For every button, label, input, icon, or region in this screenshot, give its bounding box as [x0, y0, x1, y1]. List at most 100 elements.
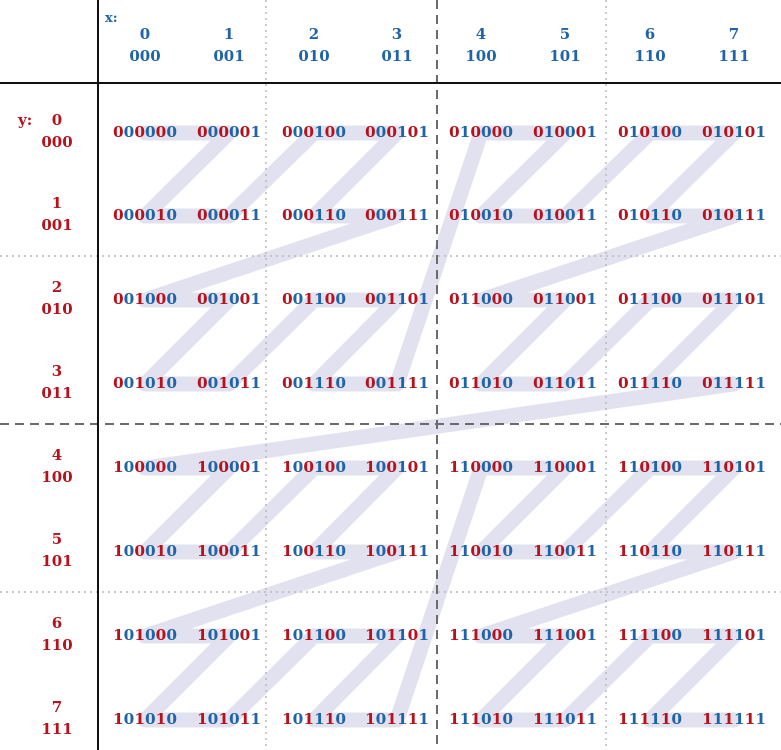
curve-segment — [137, 544, 405, 644]
column-label-decimal: 3 — [392, 25, 402, 43]
y-bit: 0 — [386, 542, 397, 560]
column-label-binary: 111 — [718, 47, 749, 65]
y-bit: 1 — [470, 374, 481, 392]
x-bit: 0 — [335, 458, 346, 476]
y-bit: 1 — [408, 542, 419, 560]
x-bit: 1 — [314, 206, 325, 224]
y-bit: 0 — [156, 458, 167, 476]
x-bit: 0 — [145, 374, 156, 392]
column-label-decimal: 7 — [729, 25, 739, 43]
x-bit: 0 — [502, 626, 513, 644]
y-bit: 1 — [325, 206, 336, 224]
x-bit: 1 — [650, 542, 661, 560]
y-bit: 0 — [449, 374, 460, 392]
morton-code-cell: 101000 — [113, 626, 177, 644]
x-bit: 0 — [502, 206, 513, 224]
x-bit: 0 — [124, 374, 135, 392]
y-bit: 0 — [639, 123, 650, 141]
y-bit: 0 — [576, 626, 587, 644]
morton-code-cell: 000100 — [282, 123, 346, 141]
z-order-curve — [137, 125, 742, 728]
morton-code-cell: 101011 — [197, 710, 261, 728]
x-bit: 0 — [208, 123, 219, 141]
y-bit: 1 — [702, 458, 713, 476]
y-bit: 1 — [470, 626, 481, 644]
x-bit: 0 — [502, 710, 513, 728]
y-bit: 0 — [745, 626, 756, 644]
y-bit: 1 — [745, 206, 756, 224]
cell-grid: 000000 000001 000100 000101 010000 010001 0101… — [113, 123, 766, 728]
x-bit: 0 — [166, 290, 177, 308]
y-bit: 0 — [113, 123, 124, 141]
x-bit: 1 — [418, 626, 429, 644]
x-bit: 1 — [650, 458, 661, 476]
x-bit: 1 — [397, 542, 408, 560]
x-bit: 1 — [629, 710, 640, 728]
y-bit: 0 — [197, 206, 208, 224]
y-bit: 1 — [282, 626, 293, 644]
morton-code-cell: 100101 — [365, 458, 429, 476]
y-bit: 1 — [218, 290, 229, 308]
y-bit: 1 — [240, 710, 251, 728]
y-bit: 1 — [661, 710, 672, 728]
morton-code-cell: 101010 — [113, 710, 177, 728]
column-label-binary: 001 — [213, 47, 244, 65]
x-bit: 1 — [755, 374, 766, 392]
x-bit: 0 — [229, 290, 240, 308]
x-bit: 0 — [335, 542, 346, 560]
y-bit: 0 — [365, 290, 376, 308]
x-bit: 0 — [124, 542, 135, 560]
x-bit: 0 — [229, 374, 240, 392]
y-bit: 0 — [745, 123, 756, 141]
y-bit: 0 — [113, 374, 124, 392]
y-bit: 1 — [156, 710, 167, 728]
y-bit: 0 — [408, 290, 419, 308]
morton-code-cell: 010011 — [533, 206, 597, 224]
x-bit: 0 — [208, 626, 219, 644]
x-bit: 0 — [565, 374, 576, 392]
x-bit: 0 — [376, 542, 387, 560]
x-bit: 0 — [166, 542, 177, 560]
morton-code-cell: 010100 — [618, 123, 682, 141]
x-bit: 1 — [397, 123, 408, 141]
morton-code-cell: 111100 — [618, 626, 682, 644]
x-bit: 0 — [293, 123, 304, 141]
x-bit: 1 — [397, 458, 408, 476]
y-bit: 1 — [554, 374, 565, 392]
column-label-binary: 000 — [129, 47, 160, 65]
curve-segment — [473, 292, 573, 392]
x-axis-tag: x: — [105, 11, 118, 26]
x-bit: 0 — [502, 374, 513, 392]
column-label-binary: 010 — [298, 47, 329, 65]
curve-segment — [221, 125, 322, 224]
y-bit: 0 — [723, 123, 734, 141]
x-bit: 0 — [481, 542, 492, 560]
x-bit: 0 — [293, 458, 304, 476]
x-bit: 0 — [124, 710, 135, 728]
x-bit: 1 — [544, 542, 555, 560]
curve-segment — [642, 628, 742, 728]
y-bit: 0 — [576, 123, 587, 141]
y-bit: 0 — [449, 290, 460, 308]
x-bit: 1 — [713, 626, 724, 644]
x-bit: 1 — [250, 290, 261, 308]
x-bit: 0 — [124, 206, 135, 224]
x-bit: 0 — [208, 374, 219, 392]
y-bit: 1 — [723, 374, 734, 392]
curve-segment — [137, 376, 742, 476]
x-bit: 1 — [544, 374, 555, 392]
y-bit: 1 — [156, 542, 167, 560]
x-bit: 1 — [755, 542, 766, 560]
x-bit: 0 — [145, 710, 156, 728]
x-bit: 0 — [481, 626, 492, 644]
y-bit: 1 — [303, 710, 314, 728]
y-bit: 1 — [325, 710, 336, 728]
y-bit: 1 — [618, 710, 629, 728]
curve-segment — [137, 208, 405, 308]
y-bit: 0 — [156, 123, 167, 141]
x-bit: 0 — [502, 290, 513, 308]
x-bit: 1 — [250, 458, 261, 476]
morton-code-cell: 000111 — [365, 206, 429, 224]
